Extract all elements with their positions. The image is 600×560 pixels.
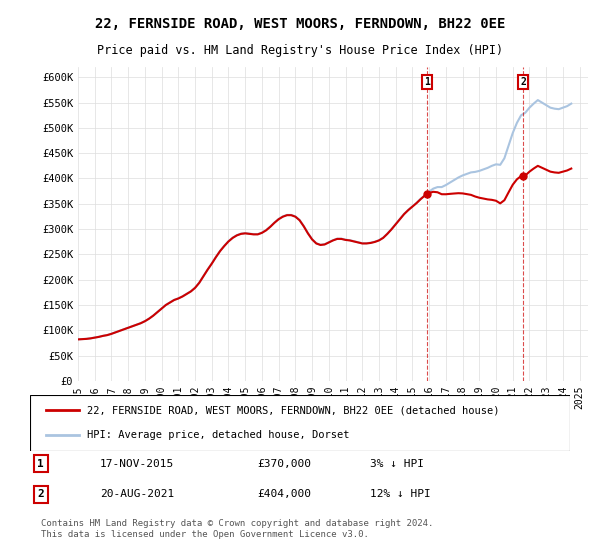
Text: 20-AUG-2021: 20-AUG-2021 [100, 489, 175, 499]
Point [518, 172, 528, 181]
Text: HPI: Average price, detached house, Dorset: HPI: Average price, detached house, Dors… [86, 430, 349, 440]
Point [422, 189, 432, 198]
FancyBboxPatch shape [30, 395, 570, 451]
Text: 22, FERNSIDE ROAD, WEST MOORS, FERNDOWN, BH22 0EE (detached house): 22, FERNSIDE ROAD, WEST MOORS, FERNDOWN,… [86, 405, 499, 416]
Text: 1: 1 [37, 459, 44, 469]
Text: 3% ↓ HPI: 3% ↓ HPI [370, 459, 424, 469]
Text: Contains HM Land Registry data © Crown copyright and database right 2024.
This d: Contains HM Land Registry data © Crown c… [41, 519, 433, 539]
Text: 2: 2 [37, 489, 44, 499]
Text: £370,000: £370,000 [257, 459, 311, 469]
Text: 17-NOV-2015: 17-NOV-2015 [100, 459, 175, 469]
Text: 22, FERNSIDE ROAD, WEST MOORS, FERNDOWN, BH22 0EE: 22, FERNSIDE ROAD, WEST MOORS, FERNDOWN,… [95, 17, 505, 31]
Text: £404,000: £404,000 [257, 489, 311, 499]
Text: 12% ↓ HPI: 12% ↓ HPI [370, 489, 431, 499]
Text: 1: 1 [424, 77, 430, 87]
Text: Price paid vs. HM Land Registry's House Price Index (HPI): Price paid vs. HM Land Registry's House … [97, 44, 503, 57]
Text: 2: 2 [520, 77, 526, 87]
